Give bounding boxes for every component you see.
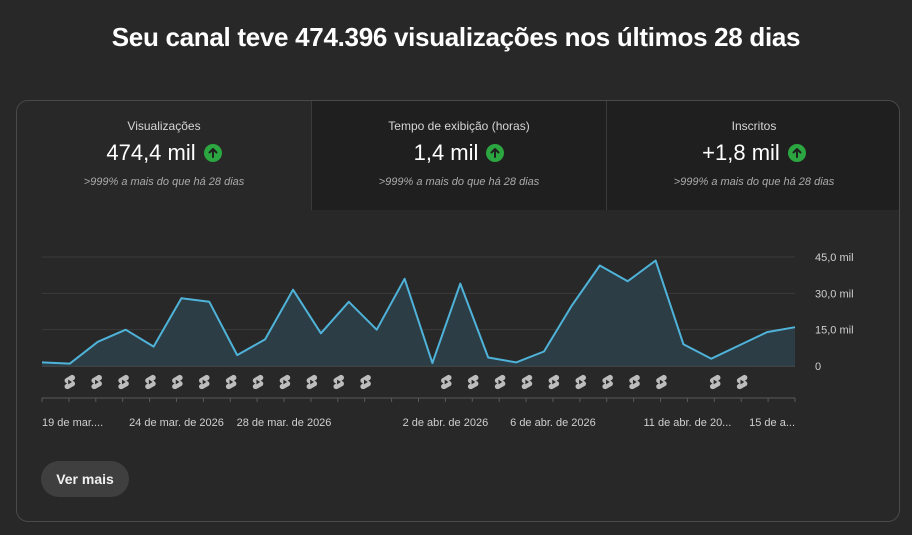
data-point: [234, 352, 240, 358]
data-point: [67, 361, 73, 367]
x-tick-label: 24 de mar. de 2026: [129, 417, 224, 429]
shorts-icon[interactable]: [333, 374, 344, 390]
data-point: [151, 344, 157, 350]
page-title: Seu canal teve 474.396 visualizações nos…: [111, 22, 801, 52]
shorts-icon[interactable]: [199, 374, 210, 390]
y-tick-label: 0: [815, 361, 821, 373]
metric-value-row: +1,8 mil: [607, 139, 899, 167]
arrow-up-icon: [787, 144, 806, 162]
data-point: [318, 330, 324, 336]
data-point: [178, 295, 184, 301]
shorts-icon[interactable]: [441, 374, 452, 390]
series-line: [41, 259, 796, 365]
views-chart[interactable]: 0 15,0 mil 30,0 mil 45,0 mil 19 de mar.... 2…: [17, 210, 900, 450]
shorts-icon[interactable]: [736, 374, 748, 390]
x-tick-label: 6 de abr. de 2026: [510, 417, 596, 429]
shorts-icon[interactable]: [521, 374, 533, 390]
metric-tab-watch-time[interactable]: Tempo de exibição (horas) 1,4 mil >999% …: [311, 101, 606, 210]
shorts-icon[interactable]: [709, 374, 721, 390]
y-tick-label: 45,0 mil: [815, 252, 854, 264]
data-point: [736, 342, 742, 348]
metric-compare: >999% a mais do que há 28 dias: [378, 176, 540, 188]
metric-compare: >999% a mais do que há 28 dias: [83, 176, 245, 188]
data-point: [39, 359, 45, 365]
shorts-icon[interactable]: [629, 374, 640, 390]
shorts-icon[interactable]: [467, 374, 479, 390]
data-point: [569, 302, 575, 308]
arrow-up-icon: [486, 144, 505, 162]
data-point: [653, 258, 659, 264]
data-point: [597, 262, 603, 268]
shorts-icon[interactable]: [64, 374, 76, 390]
metric-value: +1,8 mil: [702, 140, 780, 165]
data-point: [680, 341, 686, 347]
metric-label: Inscritos: [731, 119, 777, 133]
metric-value-row: 474,4 mil: [17, 139, 311, 167]
shorts-icon[interactable]: [306, 374, 318, 390]
shorts-icon[interactable]: [360, 374, 371, 390]
metric-tabs: Visualizações 474,4 mil >999% a mais do …: [17, 101, 899, 210]
shorts-icon[interactable]: [656, 374, 667, 390]
data-point: [792, 324, 798, 330]
shorts-icon[interactable]: [602, 374, 613, 390]
metric-value: 1,4 mil: [413, 140, 479, 165]
metric-label: Visualizações: [127, 119, 201, 133]
shorts-icon[interactable]: [494, 374, 506, 390]
shorts-icon[interactable]: [118, 374, 129, 390]
shorts-icon[interactable]: [575, 374, 587, 390]
data-point: [457, 281, 463, 287]
data-point: [95, 339, 101, 345]
data-point: [485, 355, 491, 361]
shorts-icon[interactable]: [548, 374, 560, 390]
metric-label: Tempo de exibição (horas): [388, 119, 530, 133]
x-tick-label: 11 de abr. de 20...: [643, 417, 731, 429]
shorts-icon[interactable]: [91, 374, 102, 390]
x-tick-label: 28 de mar. de 2026: [237, 417, 332, 429]
data-point: [262, 336, 268, 342]
shorts-icon[interactable]: [225, 374, 237, 390]
y-tick-label: 30,0 mil: [815, 288, 854, 300]
x-tick-label: 2 de abr. de 2026: [403, 417, 489, 429]
x-axis: 19 de mar.... 24 de mar. de 2026 28 de mar…: [41, 397, 796, 429]
shorts-icon[interactable]: [252, 374, 264, 390]
arrow-up-icon: [203, 144, 222, 162]
data-point: [402, 276, 408, 282]
data-point: [374, 327, 380, 333]
data-point: [764, 329, 770, 335]
y-axis: 0 15,0 mil 30,0 mil 45,0 mil: [815, 252, 854, 373]
series-area: [42, 260, 795, 366]
upload-markers: [64, 374, 748, 390]
see-more-button[interactable]: Ver mais: [41, 461, 129, 497]
metric-value: 474,4 mil: [106, 140, 196, 165]
data-point: [206, 299, 212, 305]
data-point: [346, 299, 352, 305]
data-point: [429, 360, 435, 366]
analytics-card: Visualizações 474,4 mil >999% a mais do …: [16, 100, 900, 522]
x-tick-label: 19 de mar....: [42, 417, 103, 429]
metric-tab-views[interactable]: Visualizações 474,4 mil >999% a mais do …: [17, 101, 311, 210]
data-point: [123, 327, 129, 333]
metric-tab-subscribers[interactable]: Inscritos +1,8 mil >999% a mais do que h…: [606, 101, 899, 210]
data-point: [625, 278, 631, 284]
metric-compare: >999% a mais do que há 28 dias: [673, 176, 835, 188]
data-point: [513, 359, 519, 365]
shorts-icon[interactable]: [279, 374, 291, 390]
metric-value-row: 1,4 mil: [312, 139, 606, 167]
data-point: [541, 348, 547, 354]
data-point: [708, 356, 714, 362]
data-point: [290, 287, 296, 293]
y-tick-label: 15,0 mil: [815, 325, 854, 337]
shorts-icon[interactable]: [145, 374, 156, 390]
x-tick-label: 15 de a...: [749, 417, 795, 429]
shorts-icon[interactable]: [172, 374, 183, 390]
